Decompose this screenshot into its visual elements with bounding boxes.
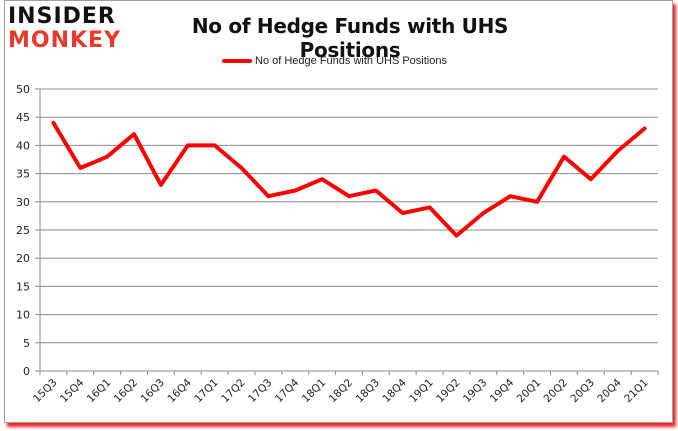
chart-title: No of Hedge Funds with UHS Positions: [191, 14, 509, 62]
legend-label: No of Hedge Funds with UHS Positions: [255, 55, 447, 67]
x-tick-label: 20Q1: [515, 377, 544, 406]
x-tick-label: 15Q3: [31, 377, 60, 406]
x-tick-label: 16Q4: [165, 376, 194, 405]
x-axis: 15Q315Q416Q116Q216Q316Q417Q117Q217Q317Q4…: [31, 370, 659, 406]
x-tick-label: 18Q4: [380, 376, 409, 405]
y-tick-label: 25: [16, 224, 30, 237]
y-tick-label: 10: [16, 309, 30, 322]
x-tick-label: 15Q4: [58, 376, 87, 405]
x-tick-label: 20Q4: [595, 376, 624, 405]
y-tick-label: 50: [16, 83, 30, 96]
insider-monkey-logo: INSIDER MONKEY: [8, 4, 128, 54]
x-tick-label: 20Q3: [568, 377, 597, 406]
y-tick-label: 5: [23, 337, 30, 350]
x-tick-label: 19Q3: [461, 377, 490, 406]
logo-line2: MONKEY: [8, 28, 122, 53]
gridlines: [35, 88, 658, 372]
y-tick-label: 15: [16, 280, 30, 293]
x-tick-label: 20Q2: [542, 377, 571, 406]
x-tick-label: 21Q1: [622, 377, 651, 406]
x-tick-label: 18Q3: [353, 377, 382, 406]
x-tick-label: 19Q1: [407, 377, 436, 406]
x-tick-label: 19Q4: [488, 376, 517, 405]
y-tick-label: 40: [16, 139, 30, 152]
y-tick-label: 20: [16, 252, 30, 265]
y-tick-label: 45: [16, 111, 30, 124]
y-axis: 0 5 10 15 20 25 30 35 40 45 50: [16, 83, 41, 378]
series-line: [51, 120, 647, 238]
x-tick-label: 17Q2: [219, 377, 248, 406]
x-tick-label: 16Q3: [139, 377, 168, 406]
legend-line-swatch-icon: [222, 59, 252, 63]
x-tick-label: 17Q1: [192, 377, 221, 406]
y-tick-label: 0: [23, 365, 30, 378]
chart-frame: [4, 0, 673, 423]
x-tick-label: 16Q2: [112, 377, 141, 406]
y-tick-label: 30: [16, 196, 30, 209]
x-tick-label: 17Q3: [246, 377, 275, 406]
x-tick-label: 16Q1: [85, 377, 114, 406]
y-tick-label: 35: [16, 168, 30, 181]
chart-legend: No of Hedge Funds with UHS Positions: [222, 55, 447, 67]
x-tick-label: 19Q2: [434, 377, 463, 406]
x-tick-label: 18Q2: [327, 377, 356, 406]
logo-line1: INSIDER: [8, 4, 116, 29]
x-tick-label: 18Q1: [300, 377, 329, 406]
x-tick-label: 17Q4: [273, 376, 302, 405]
